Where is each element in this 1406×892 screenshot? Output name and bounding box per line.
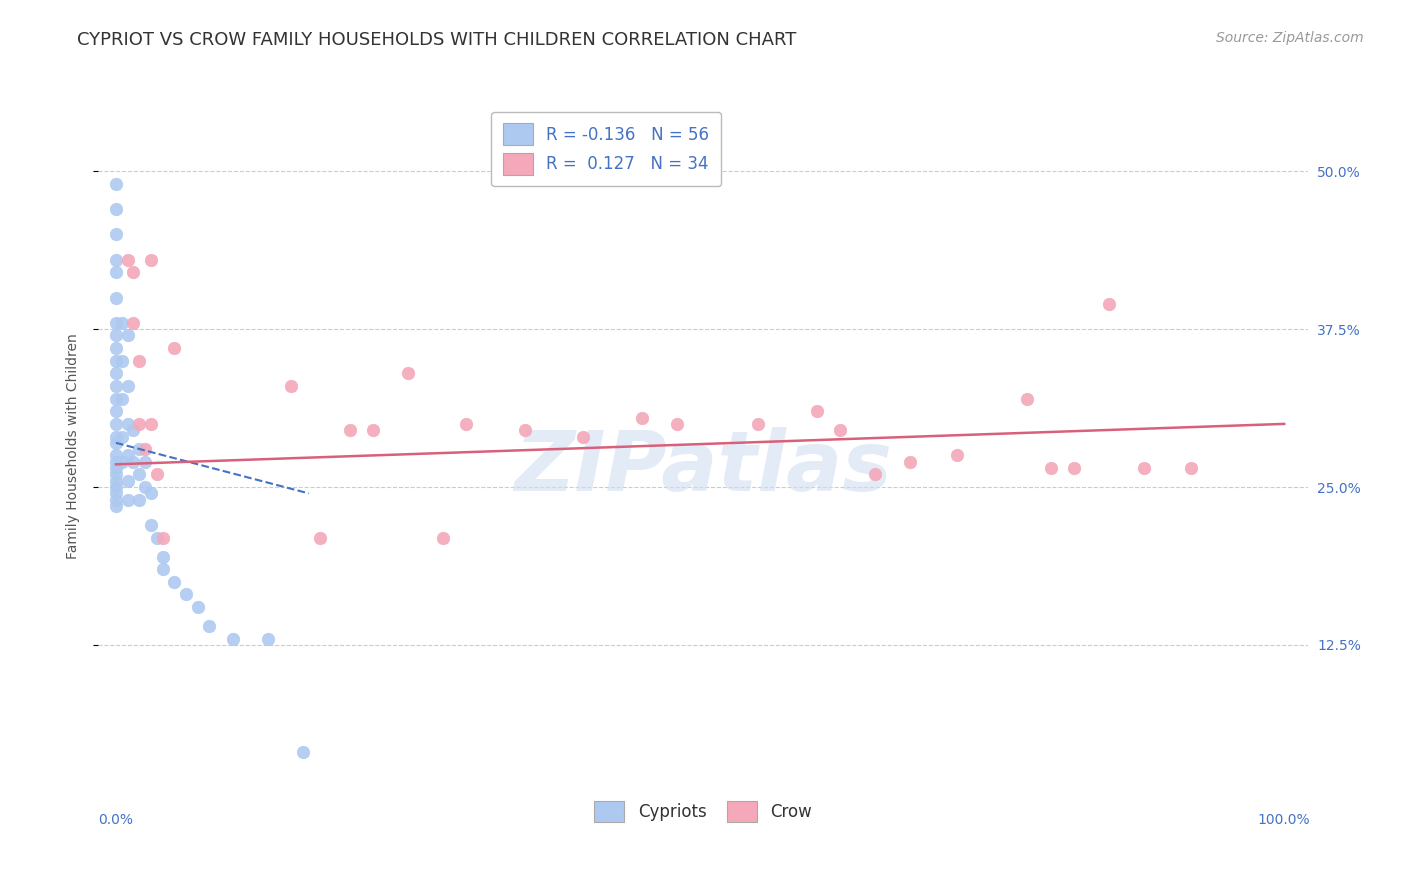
Point bbox=[280, 379, 302, 393]
Point bbox=[898, 455, 921, 469]
Point bbox=[1133, 461, 1156, 475]
Point bbox=[222, 632, 245, 646]
Point bbox=[104, 202, 127, 217]
Point bbox=[122, 265, 145, 279]
Point bbox=[104, 265, 127, 279]
Point bbox=[134, 480, 156, 494]
Point bbox=[146, 531, 169, 545]
Point bbox=[187, 600, 209, 615]
Point bbox=[122, 316, 145, 330]
Point bbox=[152, 549, 174, 564]
Point bbox=[163, 341, 186, 355]
Point bbox=[139, 252, 162, 267]
Text: ZIPatlas: ZIPatlas bbox=[515, 427, 891, 508]
Point bbox=[139, 517, 162, 532]
Point bbox=[122, 455, 145, 469]
Point bbox=[104, 392, 127, 406]
Point bbox=[152, 562, 174, 576]
Point bbox=[117, 252, 139, 267]
Point bbox=[806, 404, 828, 418]
Point bbox=[104, 492, 127, 507]
Point bbox=[134, 455, 156, 469]
Point bbox=[128, 467, 150, 482]
Point bbox=[174, 587, 197, 601]
Point bbox=[104, 429, 127, 443]
Point bbox=[146, 467, 169, 482]
Point bbox=[104, 474, 127, 488]
Point bbox=[830, 423, 852, 437]
Point bbox=[104, 467, 127, 482]
Point bbox=[104, 316, 127, 330]
Point bbox=[117, 492, 139, 507]
Point bbox=[128, 353, 150, 368]
Point bbox=[339, 423, 361, 437]
Point bbox=[111, 353, 134, 368]
Point bbox=[309, 531, 332, 545]
Point bbox=[198, 619, 221, 633]
Point bbox=[134, 442, 156, 457]
Point bbox=[104, 328, 127, 343]
Point bbox=[139, 417, 162, 431]
Point bbox=[117, 379, 139, 393]
Point bbox=[104, 435, 127, 450]
Point bbox=[104, 252, 127, 267]
Point bbox=[152, 531, 174, 545]
Point bbox=[104, 455, 127, 469]
Point bbox=[111, 429, 134, 443]
Legend: Cypriots, Crow: Cypriots, Crow bbox=[582, 789, 824, 834]
Point bbox=[117, 417, 139, 431]
Point bbox=[104, 379, 127, 393]
Point bbox=[104, 291, 127, 305]
Point bbox=[572, 429, 595, 443]
Point bbox=[122, 423, 145, 437]
Point bbox=[104, 480, 127, 494]
Point bbox=[513, 423, 536, 437]
Point bbox=[291, 745, 314, 759]
Point bbox=[104, 353, 127, 368]
Point bbox=[117, 328, 139, 343]
Point bbox=[104, 417, 127, 431]
Point bbox=[1180, 461, 1202, 475]
Point bbox=[1017, 392, 1039, 406]
Point bbox=[111, 316, 134, 330]
Text: CYPRIOT VS CROW FAMILY HOUSEHOLDS WITH CHILDREN CORRELATION CHART: CYPRIOT VS CROW FAMILY HOUSEHOLDS WITH C… bbox=[77, 31, 797, 49]
Point bbox=[456, 417, 478, 431]
Point bbox=[865, 467, 887, 482]
Point bbox=[128, 492, 150, 507]
Point bbox=[1098, 297, 1121, 311]
Point bbox=[104, 404, 127, 418]
Point bbox=[128, 442, 150, 457]
Point bbox=[111, 392, 134, 406]
Point bbox=[104, 486, 127, 500]
Point bbox=[111, 455, 134, 469]
Point bbox=[117, 449, 139, 463]
Point bbox=[630, 410, 652, 425]
Point bbox=[946, 449, 969, 463]
Point bbox=[104, 177, 127, 191]
Point bbox=[432, 531, 454, 545]
Point bbox=[104, 499, 127, 513]
Point bbox=[104, 341, 127, 355]
Point bbox=[1039, 461, 1062, 475]
Point bbox=[256, 632, 278, 646]
Point bbox=[128, 417, 150, 431]
Point bbox=[104, 449, 127, 463]
Point bbox=[104, 367, 127, 381]
Point bbox=[139, 486, 162, 500]
Point bbox=[1063, 461, 1085, 475]
Point bbox=[361, 423, 384, 437]
Point bbox=[396, 367, 419, 381]
Point bbox=[163, 574, 186, 589]
Point bbox=[104, 461, 127, 475]
Point bbox=[747, 417, 769, 431]
Point bbox=[104, 227, 127, 242]
Text: Source: ZipAtlas.com: Source: ZipAtlas.com bbox=[1216, 31, 1364, 45]
Point bbox=[665, 417, 688, 431]
Y-axis label: Family Households with Children: Family Households with Children bbox=[66, 333, 80, 559]
Point bbox=[117, 474, 139, 488]
